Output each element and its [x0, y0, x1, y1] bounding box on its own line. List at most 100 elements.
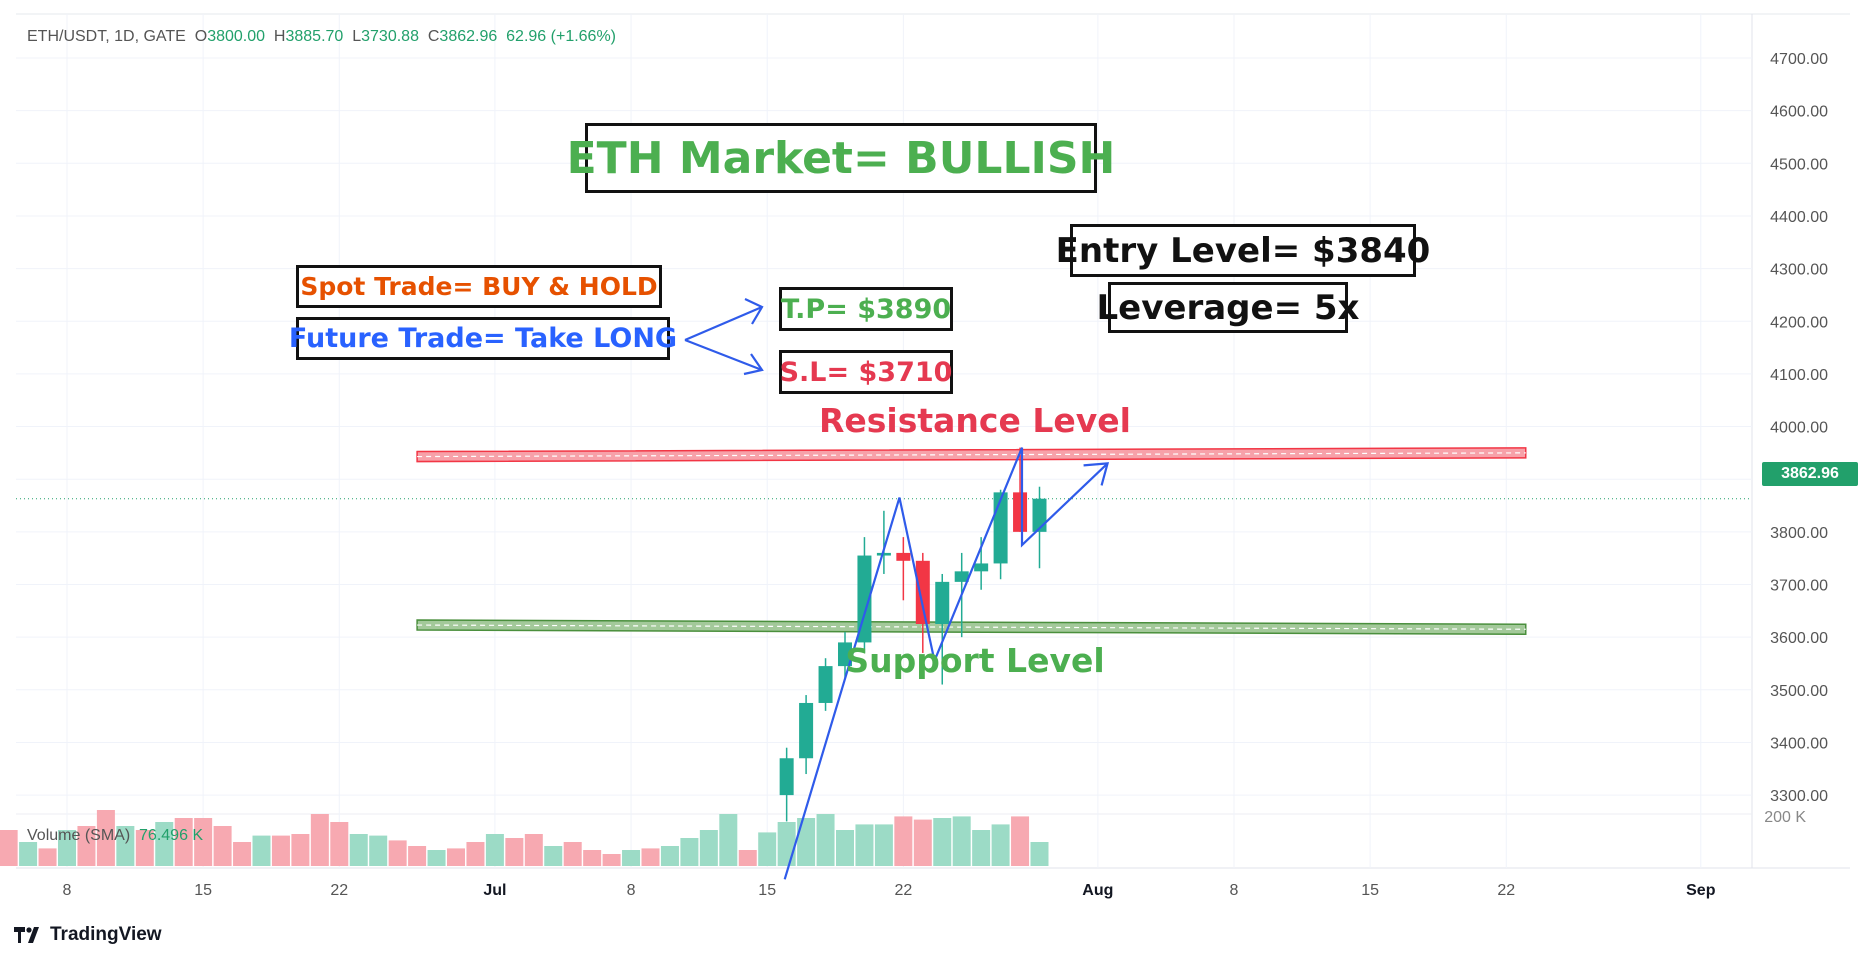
volume-bar [135, 830, 154, 866]
y-tick-label: 3300.00 [1770, 788, 1828, 805]
volume-bar [485, 834, 504, 866]
arrow-to-tp-head [744, 298, 764, 325]
volume-bar [96, 810, 115, 866]
x-tick-label: 15 [1361, 882, 1379, 899]
x-tick-label: 8 [63, 882, 72, 899]
x-tick-label: 22 [894, 882, 912, 899]
candle-body [876, 552, 891, 556]
entry-level-text: Entry Level= $3840 [1055, 230, 1431, 271]
volume-bar [563, 842, 582, 866]
volume-bar [874, 824, 893, 866]
volume-bar [699, 830, 718, 866]
y-tick-label: 4200.00 [1770, 314, 1828, 331]
ohlc-low-label: L [352, 28, 362, 45]
volume-bar [505, 838, 524, 866]
volume-bar [660, 846, 679, 866]
candle-body [993, 492, 1008, 564]
volume-bar [758, 832, 777, 866]
candle-body [799, 702, 814, 759]
volume-bar [544, 846, 563, 866]
stop-loss-box: S.L= $3710 [779, 350, 953, 394]
y-tick-label: 4100.00 [1770, 367, 1828, 384]
ohlc-close: 3862.96 [439, 28, 498, 45]
candle-body [974, 563, 989, 572]
x-tick-label: 22 [330, 882, 348, 899]
candle-body [838, 642, 852, 667]
arrow-to-tp [684, 305, 763, 342]
y-tick-label: 4600.00 [1770, 104, 1828, 121]
volume-bar [466, 842, 485, 866]
volume-bar [777, 822, 796, 866]
x-tick-label: 15 [758, 882, 776, 899]
volume-bar [738, 850, 757, 866]
volume-legend-value: 76.496 K [139, 827, 204, 844]
support-label: Support Level [845, 641, 1104, 680]
leverage-text: Leverage= 5x [1096, 287, 1360, 328]
volume-bar [641, 848, 660, 866]
x-tick-label: Sep [1686, 882, 1716, 899]
market-sentiment-text: ETH Market= BULLISH [566, 132, 1116, 184]
volume-bar [952, 816, 971, 866]
time-axis[interactable]: 8 15 22 Jul 8 15 22 Aug 8 15 22 Sep [63, 882, 1716, 899]
volume-bar [524, 834, 543, 866]
tradingview-logo[interactable]: TradingView [14, 924, 162, 946]
volume-bar [855, 824, 874, 866]
volume-bar [1011, 816, 1030, 866]
last-price-tag: 3862.96 [1762, 462, 1858, 486]
support-resistance-levels [416, 447, 1527, 636]
resistance-band-dash [417, 452, 1526, 458]
volume-bar [0, 830, 18, 866]
ohlc-high: 3885.70 [285, 28, 344, 45]
y-tick-label: 4700.00 [1770, 51, 1828, 68]
volume-axis-tick: 200 K [1764, 809, 1806, 826]
candlesticks [779, 447, 1047, 822]
volume-bar [291, 834, 310, 866]
volume-bar [38, 848, 57, 866]
volume-bar [1030, 842, 1049, 866]
volume-bar [427, 850, 446, 866]
ohlc-open-label: O [194, 28, 208, 45]
volume-bar [816, 814, 835, 866]
x-tick-label: 8 [1230, 882, 1239, 899]
volume-bar [213, 826, 232, 866]
x-tick-label: Aug [1082, 882, 1113, 899]
volume-bars [0, 810, 1049, 866]
ohlc-change: 62.96 (+1.66%) [506, 28, 617, 45]
arrow-to-sl [684, 338, 763, 372]
symbol-legend: ETH/USDT, 1D, GATE O3800.00 H3885.70 L37… [27, 28, 616, 46]
tradingview-icon [14, 927, 39, 943]
volume-bar [233, 842, 252, 866]
volume-bar [155, 822, 174, 866]
ohlc-high-label: H [273, 28, 286, 45]
spot-trade-box: Spot Trade= BUY & HOLD [296, 265, 662, 308]
y-tick-label: 3500.00 [1770, 683, 1828, 700]
future-trade-box: Future Trade= Take LONG [289, 317, 677, 360]
ohlc-close-label: C [427, 28, 440, 45]
candle-body [1013, 492, 1028, 532]
volume-bar [330, 822, 349, 866]
take-profit-box: T.P= $3890 [779, 287, 953, 331]
resistance-label: Resistance Level [819, 401, 1131, 440]
y-tick-label: 4500.00 [1770, 156, 1828, 173]
volume-bar [408, 846, 427, 866]
volume-bar [77, 826, 96, 866]
candle-body [896, 552, 911, 561]
volume-bar [447, 848, 465, 866]
volume-bar [369, 835, 388, 866]
volume-bar [271, 835, 290, 866]
leverage-box: Leverage= 5x [1097, 282, 1359, 333]
candle-body [818, 666, 833, 703]
volume-bar [116, 826, 135, 866]
volume-legend: Volume (SMA) 76.496 K [27, 827, 203, 845]
volume-bar [622, 850, 641, 866]
ohlc-open: 3800.00 [207, 28, 266, 45]
support-band-dash [417, 624, 1526, 630]
volume-legend-label: Volume (SMA) [27, 827, 131, 844]
tp-sl-arrows [684, 298, 764, 376]
future-trade-text: Future Trade= Take LONG [288, 323, 678, 354]
volume-bar [310, 814, 329, 866]
y-tick-label: 3700.00 [1770, 578, 1828, 595]
price-axis[interactable]: 4700.00 4600.00 4500.00 4400.00 4300.00 4200.… [1764, 51, 1828, 826]
volume-bar [991, 824, 1010, 866]
volume-bar [894, 816, 913, 866]
